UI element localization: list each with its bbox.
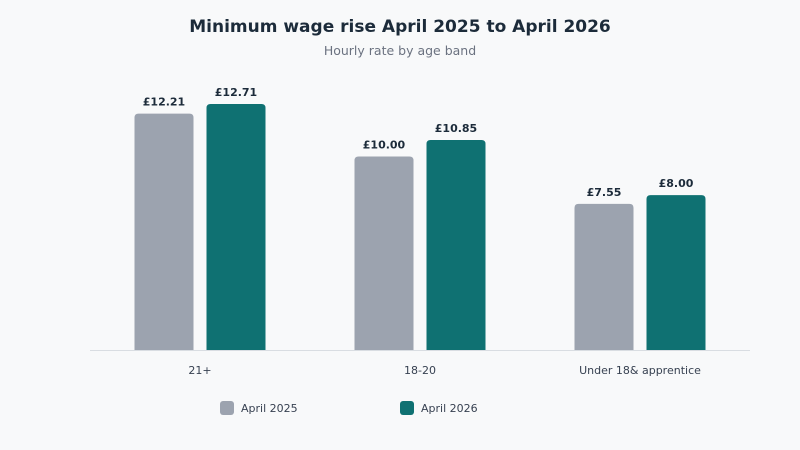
data-label-april-2026-18-20: £10.85 bbox=[435, 122, 477, 135]
chart-subtitle: Hourly rate by age band bbox=[323, 43, 477, 58]
legend-item-april-2025: April 2025 bbox=[220, 401, 298, 415]
chart-title: Minimum wage rise April 2025 to April 20… bbox=[189, 17, 611, 37]
category-label-21: 21+ bbox=[188, 364, 211, 377]
legend-label-april-2026: April 2026 bbox=[421, 401, 478, 415]
legend-label-april-2025: April 2025 bbox=[241, 401, 298, 415]
bar-april-2025-21 bbox=[134, 113, 194, 350]
category-label-18-20: 18-20 bbox=[404, 364, 436, 377]
legend-swatch-april-2025 bbox=[220, 401, 234, 415]
legend: April 2025 April 2026 bbox=[0, 401, 800, 421]
data-label-april-2026-21: £12.71 bbox=[215, 86, 257, 99]
bar-april-2026-21 bbox=[206, 104, 266, 350]
data-label-april-2025-18-20: £10.00 bbox=[363, 138, 406, 151]
data-label-april-2025-under-18-apprentice: £7.55 bbox=[587, 186, 622, 199]
bar-april-2025-under-18-apprentice bbox=[574, 203, 634, 350]
data-label-april-2025-21: £12.21 bbox=[143, 96, 185, 109]
bar-april-2026-under-18-apprentice bbox=[646, 195, 706, 350]
bar-april-2025-18-20 bbox=[354, 156, 414, 350]
legend-item-april-2026: April 2026 bbox=[400, 401, 478, 415]
category-label-under-18-apprentice: Under 18& apprentice bbox=[579, 364, 701, 377]
data-label-april-2026-under-18-apprentice: £8.00 bbox=[659, 177, 694, 190]
legend-swatch-april-2026 bbox=[400, 401, 414, 415]
bar-april-2026-18-20 bbox=[426, 140, 486, 350]
